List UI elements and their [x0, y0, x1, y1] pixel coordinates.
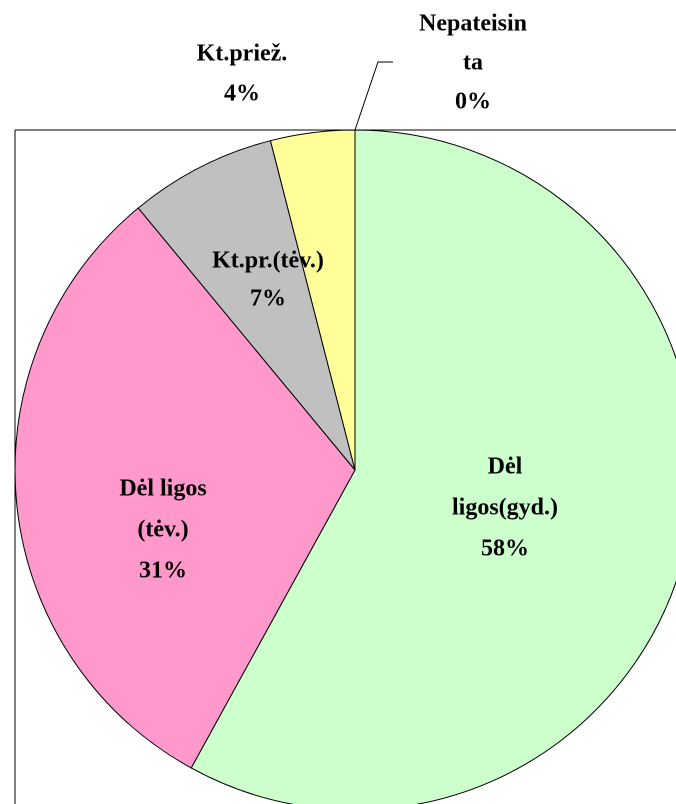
- slice-label: Dėl ligos: [119, 476, 206, 502]
- slice-value-label: 7%: [250, 286, 286, 312]
- slice-value-label: 58%: [481, 536, 529, 562]
- slice-label: ligos(gyd.): [452, 495, 558, 521]
- slice-label: (tėv.): [137, 517, 188, 543]
- slice-label: Nepateisin: [419, 11, 527, 37]
- pie-slice: [190, 129, 676, 804]
- slice-label: Kt.priež.: [197, 41, 288, 67]
- slice-value-label: 4%: [224, 81, 260, 107]
- slice-value-label: 0%: [455, 89, 491, 115]
- slice-label: Dėl: [488, 454, 523, 480]
- slice-value-label: 31%: [139, 558, 187, 584]
- pie-slice: [14, 207, 356, 769]
- slice-label: Kt.pr.(tėv.): [212, 248, 324, 274]
- slice-label: ta: [463, 50, 483, 76]
- leader-line: [354, 61, 393, 131]
- pie-slice: [137, 140, 356, 471]
